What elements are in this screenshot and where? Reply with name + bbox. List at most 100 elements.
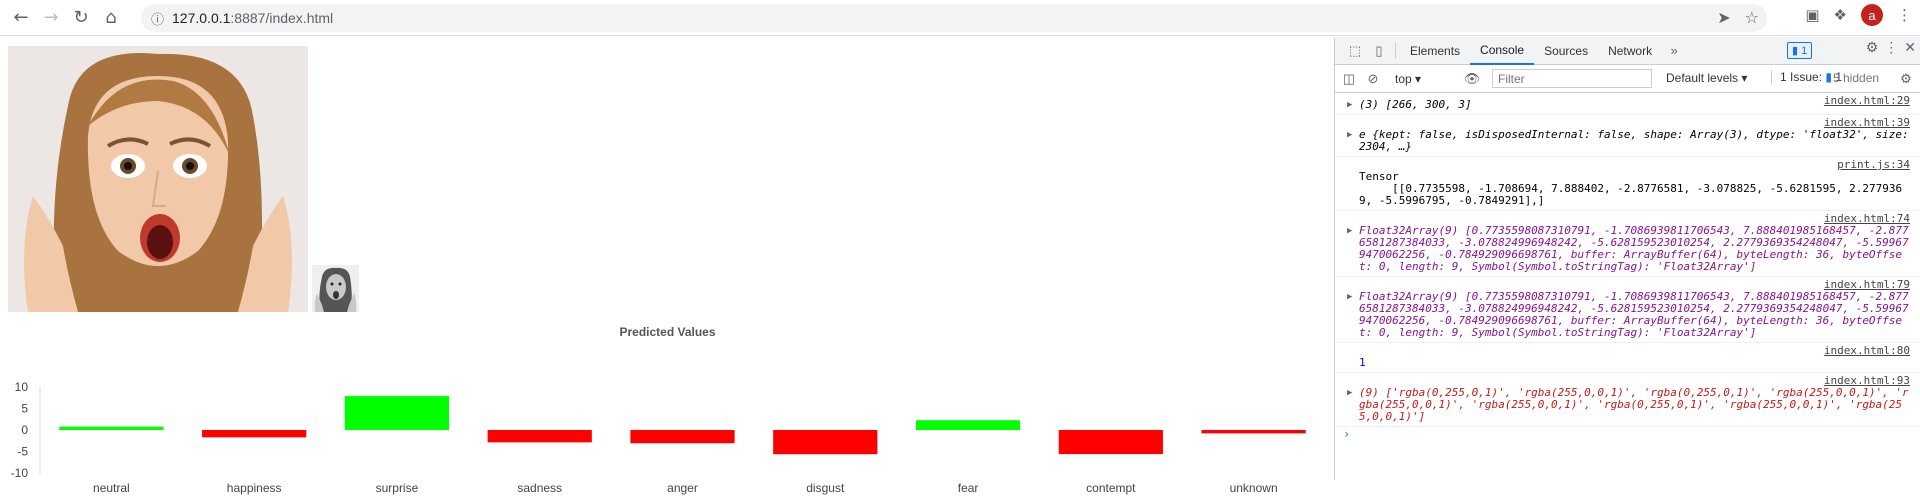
console-message: print.js:34 Tensor [[0.7735598, -1.708694… bbox=[1335, 157, 1920, 211]
tab-sources[interactable]: Sources bbox=[1544, 43, 1589, 58]
page-viewport: Predicted Values 10 5 0 -5 -10 neutral happine… bbox=[0, 37, 1335, 495]
source-link[interactable]: index.html:79 bbox=[1823, 278, 1910, 291]
camera-icon[interactable]: ▣ bbox=[1805, 6, 1820, 24]
log-levels-label: Default levels bbox=[1666, 71, 1739, 85]
source-link[interactable]: index.html:93 bbox=[1823, 374, 1910, 387]
tab-network[interactable]: Network bbox=[1608, 43, 1653, 58]
hidden-count: 5 hidden bbox=[1833, 71, 1880, 85]
expand-triangle-icon[interactable]: ▶ bbox=[1347, 100, 1353, 110]
browser-toolbar: ← → ↻ ⌂ ⓘ 127.0.0.1:8887/index.html ➤ ☆ … bbox=[0, 0, 1920, 36]
console-message-text: (9) ['rgba(0,255,0,1)', 'rgba(255,0,0,1)… bbox=[1359, 386, 1909, 423]
filter-input[interactable] bbox=[1492, 69, 1652, 88]
console-message[interactable]: ▶ index.html:39 e {kept: false, isDisposed… bbox=[1335, 115, 1920, 157]
console-message[interactable]: ▶ index.html:74 Float32Array(9) [0.7735598… bbox=[1335, 211, 1920, 277]
avatar[interactable]: a bbox=[1861, 4, 1883, 26]
messages-badge[interactable]: ▮ 1 bbox=[1787, 42, 1813, 59]
console-message[interactable]: ▶ index.html:93 (9) ['rgba(0,255,0,1)', 'r… bbox=[1335, 373, 1920, 427]
bar-surprise bbox=[344, 396, 450, 430]
x-tick-label: fear bbox=[958, 481, 979, 495]
chart-title: Predicted Values bbox=[619, 325, 716, 339]
sidebar-toggle-icon[interactable]: ◫ bbox=[1342, 70, 1356, 86]
extensions-puzzle-icon[interactable]: ❖ bbox=[1833, 6, 1847, 24]
bar-neutral bbox=[59, 426, 164, 430]
tab-console[interactable]: Console bbox=[1470, 37, 1535, 65]
devtools-tabbar: ⬚ ▯ Elements Console Sources Network » ▮… bbox=[1335, 37, 1920, 65]
console-prompt[interactable]: › bbox=[1343, 427, 1351, 441]
x-tick-label: sadness bbox=[517, 481, 562, 495]
site-info-icon[interactable]: ⓘ bbox=[151, 12, 165, 28]
console-messages: ▶ index.html:29 (3) [266, 300, 3] ▶ index.ht… bbox=[1335, 93, 1920, 441]
issues-count: 1 bbox=[1835, 70, 1843, 84]
console-message[interactable]: ▶ index.html:29 (3) [266, 300, 3] bbox=[1335, 93, 1920, 115]
bar-disgust bbox=[773, 430, 878, 455]
devtools-menu-icon[interactable]: ⋮ bbox=[1884, 39, 1899, 55]
expand-triangle-icon[interactable]: ▶ bbox=[1347, 226, 1353, 236]
source-link[interactable]: index.html:39 bbox=[1823, 116, 1910, 129]
extension-area: ▣ ❖ a ⋮ bbox=[1805, 4, 1912, 26]
messages-count: 1 bbox=[1801, 44, 1808, 57]
devtools-panel: ⬚ ▯ Elements Console Sources Network » ▮… bbox=[1335, 37, 1920, 480]
inspect-element-icon[interactable]: ⬚ bbox=[1348, 42, 1362, 58]
y-tick-label: -5 bbox=[17, 445, 28, 459]
source-link[interactable]: print.js:34 bbox=[1837, 158, 1910, 171]
omnibox-actions: ➤ ☆ bbox=[1717, 8, 1759, 27]
x-tick-label: happiness bbox=[227, 481, 282, 495]
x-tick-label: disgust bbox=[806, 481, 845, 495]
back-icon[interactable]: ← bbox=[13, 7, 29, 28]
live-expression-eye-icon[interactable]: 👁 bbox=[1463, 71, 1481, 86]
console-message-text: 1 bbox=[1359, 356, 1366, 369]
url-text[interactable]: 127.0.0.1:8887/index.html bbox=[172, 10, 333, 26]
address-bar[interactable]: ⓘ 127.0.0.1:8887/index.html ➤ ☆ bbox=[141, 4, 1767, 32]
send-icon[interactable]: ➤ bbox=[1717, 8, 1731, 27]
expand-triangle-icon[interactable]: ▶ bbox=[1347, 388, 1353, 398]
tab-elements[interactable]: Elements bbox=[1410, 43, 1461, 58]
console-filter-bar: ◫ ⊘ top ▾ 👁 Default levels ▾ 1 Issue: ▮ … bbox=[1335, 65, 1920, 93]
bar-unknown bbox=[1201, 430, 1306, 434]
y-tick-label: 5 bbox=[21, 402, 28, 416]
console-message-text: e {kept: false, isDisposedInternal: fals… bbox=[1359, 128, 1916, 153]
console-message-text: Float32Array(9) [0.7735598087310791, -1.… bbox=[1359, 290, 1909, 339]
y-tick-label: 0 bbox=[21, 423, 28, 437]
url-host: 127.0.0.1 bbox=[172, 10, 231, 26]
clear-console-icon[interactable]: ⊘ bbox=[1367, 70, 1379, 86]
home-icon[interactable]: ⌂ bbox=[105, 7, 117, 28]
context-selector[interactable]: top ▾ bbox=[1395, 71, 1422, 86]
source-link[interactable]: index.html:29 bbox=[1823, 94, 1910, 107]
more-tabs-chevron-icon[interactable]: » bbox=[1670, 43, 1678, 58]
devtools-actions: ⚙ ⋮ ✕ bbox=[1866, 39, 1916, 56]
face-image-large bbox=[8, 46, 308, 312]
y-tick-label: 10 bbox=[15, 380, 29, 394]
source-link[interactable]: index.html:74 bbox=[1823, 212, 1910, 225]
console-settings-icon[interactable]: ⚙ bbox=[1900, 71, 1912, 86]
bar-sadness bbox=[487, 430, 592, 443]
console-message: index.html:80 1 bbox=[1335, 343, 1920, 373]
console-message[interactable]: ▶ index.html:79 Float32Array(9) [0.7735598… bbox=[1335, 277, 1920, 343]
close-devtools-icon[interactable]: ✕ bbox=[1904, 39, 1916, 55]
reload-icon[interactable]: ↻ bbox=[73, 7, 89, 28]
issues-label: 1 Issue: bbox=[1780, 70, 1823, 84]
x-tick-label: anger bbox=[667, 481, 698, 495]
issues-button[interactable]: 1 Issue: ▮ 1 bbox=[1771, 70, 1842, 84]
y-tick-label: -10 bbox=[11, 466, 29, 480]
expand-triangle-icon[interactable]: ▶ bbox=[1347, 130, 1353, 140]
console-message-text: Float32Array(9) [0.7735598087310791, -1.… bbox=[1359, 224, 1909, 273]
log-levels-dropdown[interactable]: Default levels ▾ bbox=[1666, 71, 1748, 85]
settings-gear-icon[interactable]: ⚙ bbox=[1865, 39, 1879, 55]
x-tick-label: contempt bbox=[1086, 481, 1136, 495]
forward-icon[interactable]: → bbox=[43, 7, 59, 28]
device-toolbar-icon[interactable]: ▯ bbox=[1375, 42, 1383, 58]
bookmark-star-icon[interactable]: ☆ bbox=[1744, 8, 1759, 27]
source-link[interactable]: index.html:80 bbox=[1823, 344, 1910, 357]
expand-triangle-icon[interactable]: ▶ bbox=[1347, 292, 1353, 302]
context-label: top bbox=[1395, 71, 1412, 86]
menu-kebab-icon[interactable]: ⋮ bbox=[1897, 6, 1912, 24]
console-message-text: (3) [266, 300, 3] bbox=[1359, 98, 1472, 111]
predicted-values-chart: 10 5 0 -5 -10 neutral happiness surprise sadness… bbox=[11, 380, 1306, 495]
issue-flag-icon: ▮ bbox=[1825, 70, 1832, 84]
bar-fear bbox=[915, 420, 1021, 430]
x-tick-label: unknown bbox=[1230, 481, 1278, 495]
bar-anger bbox=[630, 430, 735, 444]
bar-contempt bbox=[1058, 430, 1163, 455]
console-message-text: Tensor [[0.7735598, -1.708694, 7.888402,… bbox=[1359, 170, 1903, 207]
face-image-small bbox=[312, 265, 359, 312]
